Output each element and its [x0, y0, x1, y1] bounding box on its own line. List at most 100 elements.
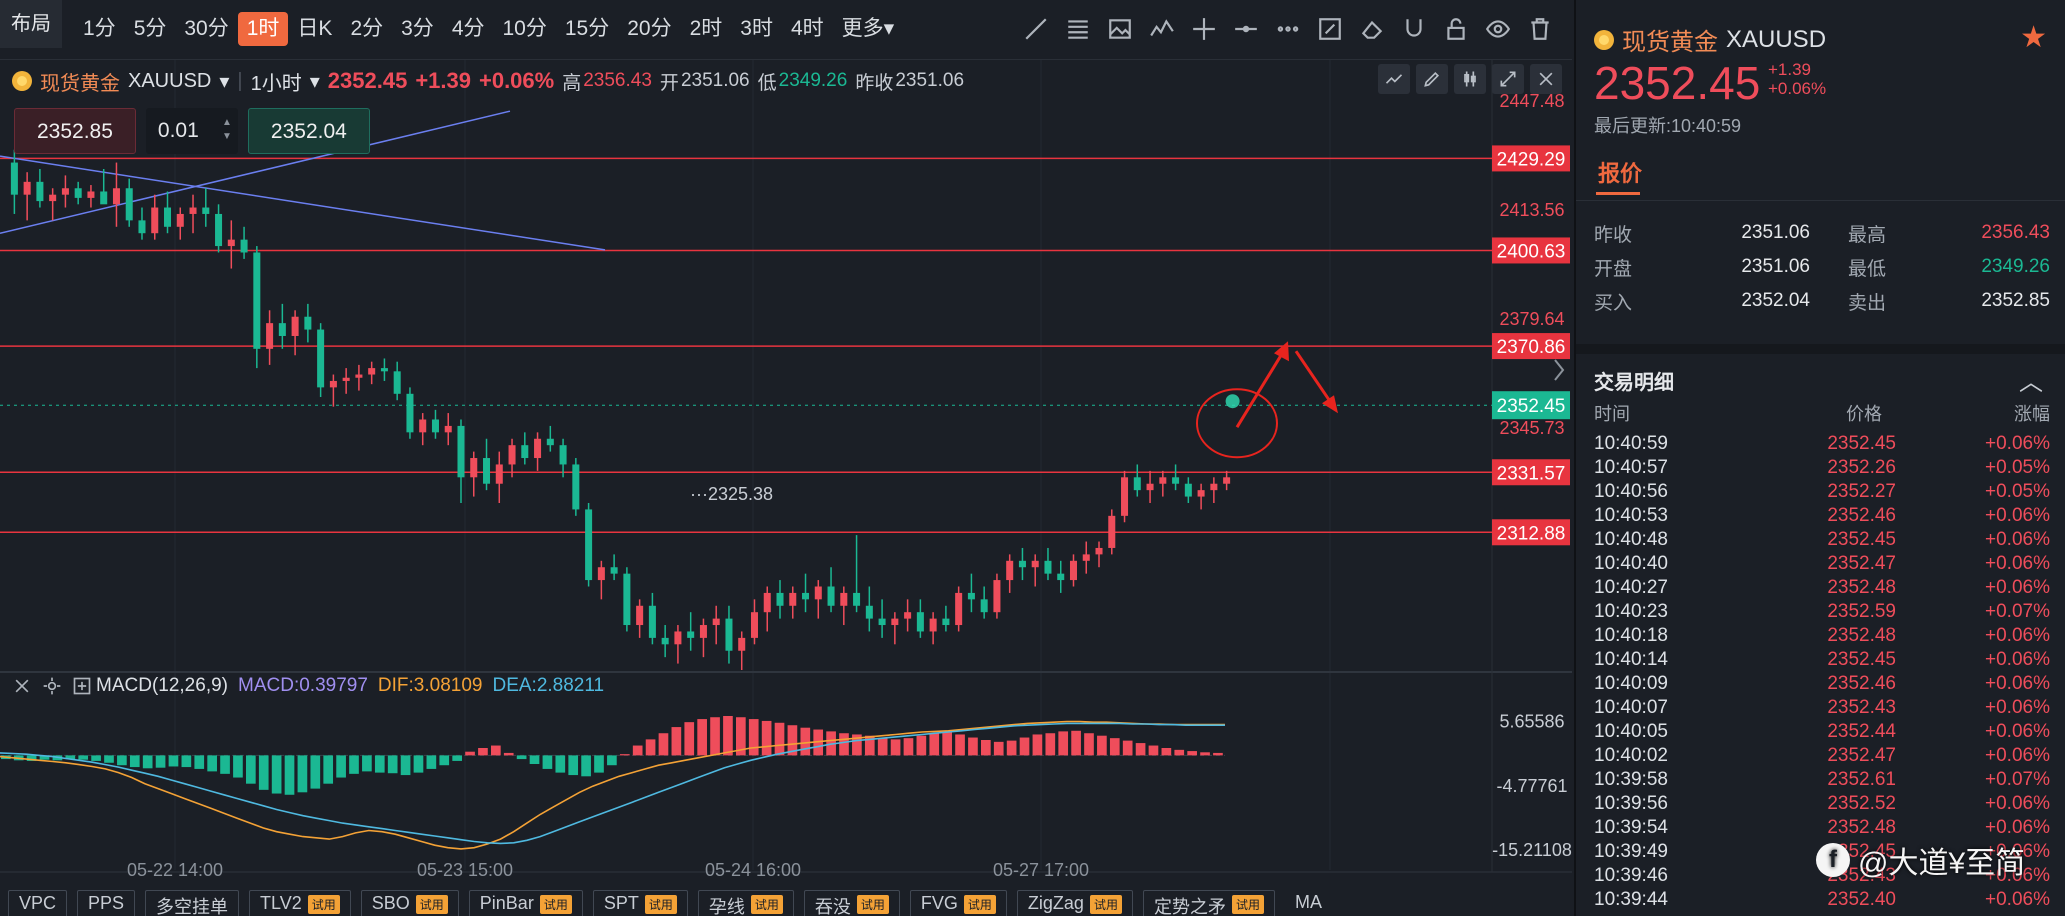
indicator-tab-7[interactable]: 孕线 试用: [697, 890, 794, 916]
chart-type-icon[interactable]: [1378, 64, 1410, 94]
macd-bar: [800, 727, 811, 756]
indicator-tab-1[interactable]: PPS: [77, 890, 136, 916]
indicator-tab-10[interactable]: ZigZag 试用: [1016, 890, 1133, 916]
interval-14[interactable]: 更多▾: [841, 17, 895, 40]
close-icon[interactable]: [1530, 64, 1562, 94]
chevron-up-icon[interactable]: ︿: [2019, 369, 2043, 396]
wave-icon[interactable]: [1141, 12, 1183, 46]
interval-2[interactable]: 30分: [184, 17, 229, 40]
indicator-tab-8[interactable]: 吞没 试用: [803, 890, 900, 916]
trade-row: 10:39:54 2352.48 +0.06%: [1594, 816, 2050, 840]
candle-body: [36, 181, 44, 202]
stepper-arrows-icon[interactable]: ▲ ▼: [222, 117, 232, 142]
indicator-tab-4[interactable]: SBO 试用: [360, 890, 459, 916]
candle-body: [74, 188, 82, 198]
more-dots-icon[interactable]: [1267, 12, 1309, 46]
candle-body: [929, 618, 937, 632]
interval-13[interactable]: 4时: [790, 17, 824, 40]
quote-key: 卖出: [1848, 292, 1887, 314]
trade-price: 2352.44: [1827, 721, 1896, 742]
candle-body: [215, 213, 223, 247]
interval-5[interactable]: 2分: [350, 17, 384, 40]
macd-bar: [1161, 748, 1172, 756]
lock-icon[interactable]: [1435, 12, 1477, 46]
crosshair-icon[interactable]: [1183, 12, 1225, 46]
trade-change: +0.06%: [1985, 745, 2050, 766]
candle-body: [483, 458, 491, 484]
indicator-tab-5[interactable]: PinBar 试用: [468, 890, 583, 916]
interval-9[interactable]: 15分: [564, 17, 610, 40]
interval-11[interactable]: 2时: [689, 17, 723, 40]
timeframe-selector[interactable]: 1小时: [250, 72, 302, 95]
indicator-tab-0[interactable]: VPC: [8, 890, 68, 916]
trade-price: 2352.27: [1827, 481, 1896, 502]
time-axis-label: 05-27 17:00: [993, 860, 1089, 880]
settings-icon[interactable]: [42, 676, 62, 696]
indicator-tab-12[interactable]: MA: [1285, 890, 1332, 916]
expand-icon[interactable]: [1492, 64, 1524, 94]
macd-bar: [903, 738, 914, 756]
interval-8[interactable]: 10分: [502, 17, 547, 40]
candle-body: [546, 438, 554, 446]
chevron-down-icon[interactable]: ▾: [219, 70, 230, 93]
panel-symbol-name: 现货黄金: [1622, 29, 1718, 56]
indicator-tab-9[interactable]: FVG 试用: [909, 890, 1007, 916]
trade-price: 2352.48: [1827, 577, 1896, 598]
macd-bar: [117, 755, 127, 766]
quantity-stepper[interactable]: 0.01 ▲ ▼: [145, 108, 238, 154]
interval-10[interactable]: 20分: [627, 17, 672, 40]
interval-4[interactable]: 日K: [297, 17, 333, 40]
trendline-icon[interactable]: [1015, 12, 1057, 46]
quantity-value[interactable]: 0.01: [157, 119, 199, 142]
close-icon[interactable]: [12, 676, 32, 696]
indicator-tab-2[interactable]: 多空挂单: [145, 890, 240, 916]
chart-area[interactable]: 2429.29 2400.63 2370.86 2331.57 2312.88 2447.…: [0, 60, 1572, 916]
interval-7[interactable]: 4分: [451, 17, 485, 40]
level-tag: [1492, 237, 1570, 264]
favorite-star-icon[interactable]: ★: [2020, 21, 2047, 54]
eye-icon[interactable]: [1477, 12, 1519, 46]
candle-body: [266, 323, 274, 349]
fibonacci-icon[interactable]: [1057, 12, 1099, 46]
interval-12[interactable]: 3时: [740, 17, 773, 40]
candle-body: [955, 592, 963, 626]
image-icon[interactable]: [1099, 12, 1141, 46]
trade-row: 10:39:58 2352.61 +0.07%: [1594, 768, 2050, 792]
indicator-tab-6[interactable]: SPT 试用: [592, 890, 688, 916]
candle-body: [1223, 477, 1231, 484]
candle-body: [648, 605, 656, 638]
macd-bar: [1071, 730, 1081, 756]
indicator-tab-label: 定势之矛: [1153, 897, 1226, 916]
macd-axis-label: -4.77761: [1496, 776, 1567, 796]
magnet-icon[interactable]: [1393, 12, 1435, 46]
trade-price: 2352.48: [1827, 817, 1896, 838]
horizontal-line-icon[interactable]: [1225, 12, 1267, 46]
interval-3[interactable]: 1时: [237, 12, 289, 46]
interval-1[interactable]: 5分: [133, 17, 167, 40]
trash-icon[interactable]: [1519, 12, 1561, 46]
symbol-code[interactable]: XAUUSD: [128, 69, 212, 92]
buy-button[interactable]: 2352.04: [247, 108, 370, 154]
trade-price: 2352.48: [1827, 625, 1896, 646]
candle-body: [1210, 483, 1218, 491]
quote-value: 2352.04: [1741, 290, 1810, 311]
symbol-name[interactable]: 现货黄金: [40, 72, 120, 95]
pencil-icon[interactable]: [1416, 64, 1448, 94]
indicator-tab-3[interactable]: TLV2 试用: [249, 890, 351, 916]
candles-icon[interactable]: [1454, 64, 1486, 94]
price-chart[interactable]: 2429.29 2400.63 2370.86 2331.57 2312.88 2447.…: [0, 60, 1572, 916]
edit-icon[interactable]: [1309, 12, 1351, 46]
candle-body: [827, 586, 835, 606]
indicator-tab-11[interactable]: 定势之矛 试用: [1142, 890, 1275, 916]
interval-6[interactable]: 3分: [401, 17, 434, 40]
candle-body: [1121, 477, 1129, 516]
trade-time: 10:40:27: [1594, 577, 1668, 598]
add-indicator-icon[interactable]: [72, 676, 92, 696]
tab-quote[interactable]: 报价: [1598, 161, 1643, 186]
candle-body: [508, 445, 516, 465]
sell-button[interactable]: 2352.85: [14, 108, 136, 154]
interval-0[interactable]: 1分: [83, 17, 116, 40]
layout-button[interactable]: 布局: [0, 0, 62, 48]
eraser-icon[interactable]: [1351, 12, 1393, 46]
chevron-down-icon[interactable]: ▾: [309, 70, 320, 93]
